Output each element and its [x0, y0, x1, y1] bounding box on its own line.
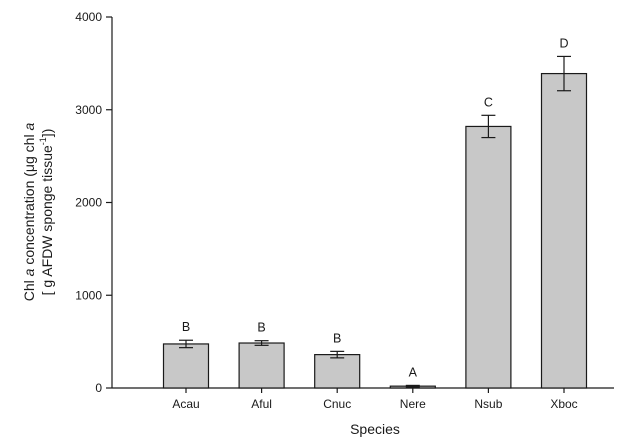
x-tick-label: Cnuc [323, 397, 351, 411]
significance-letter: B [257, 321, 265, 335]
y-axis-title-line2: [ g AFDW sponge tissue [39, 145, 55, 295]
y-axis-title-superscript: -1 [38, 137, 48, 145]
x-tick-label: Nere [400, 397, 426, 411]
bar-acau [162, 343, 210, 389]
y-axis-title: Chl a concentration (μg chl a [ g AFDW s… [21, 123, 55, 302]
significance-letter: B [333, 331, 341, 345]
y-axis-title-close: ]) [39, 129, 55, 138]
bar-nsub [465, 125, 512, 389]
x-tick-label: Acau [172, 397, 199, 411]
y-axis-title-gchl: g chl [21, 131, 37, 164]
y-axis-title-italic-a2: a [21, 123, 37, 131]
plot-area: 0 1000 2000 3000 4000 B Acau B Aful B Cnuc A Nere C Ns… [75, 10, 614, 411]
svg-text:Chl a concentration (μg chl a: Chl a concentration (μg chl a [21, 123, 37, 302]
svg-text:[ g AFDW sponge tissue-1]): [ g AFDW sponge tissue-1]) [38, 129, 55, 296]
y-axis-title-mu: μ [21, 164, 37, 172]
significance-letter: B [182, 320, 190, 334]
y-tick-label: 0 [95, 381, 102, 395]
bar-xboc [540, 72, 588, 389]
bar-cnuc [314, 354, 361, 389]
significance-letter: C [484, 95, 493, 109]
y-axis-title-chl: Chl [21, 276, 37, 301]
y-tick-label: 3000 [75, 103, 102, 117]
y-axis-title-concentration: concentration ( [21, 172, 37, 269]
significance-letter: D [559, 36, 568, 50]
x-tick-label: Xboc [550, 397, 577, 411]
y-tick-label: 4000 [75, 10, 102, 24]
x-axis-title: Species [350, 421, 400, 437]
y-tick-label: 1000 [75, 288, 102, 302]
significance-letter: A [409, 365, 418, 379]
y-tick-label: 2000 [75, 196, 102, 210]
x-tick-label: Nsub [474, 397, 502, 411]
x-tick-label: Aful [251, 397, 272, 411]
bar-aful [238, 342, 285, 389]
y-axis-title-italic-a: a [21, 268, 37, 276]
